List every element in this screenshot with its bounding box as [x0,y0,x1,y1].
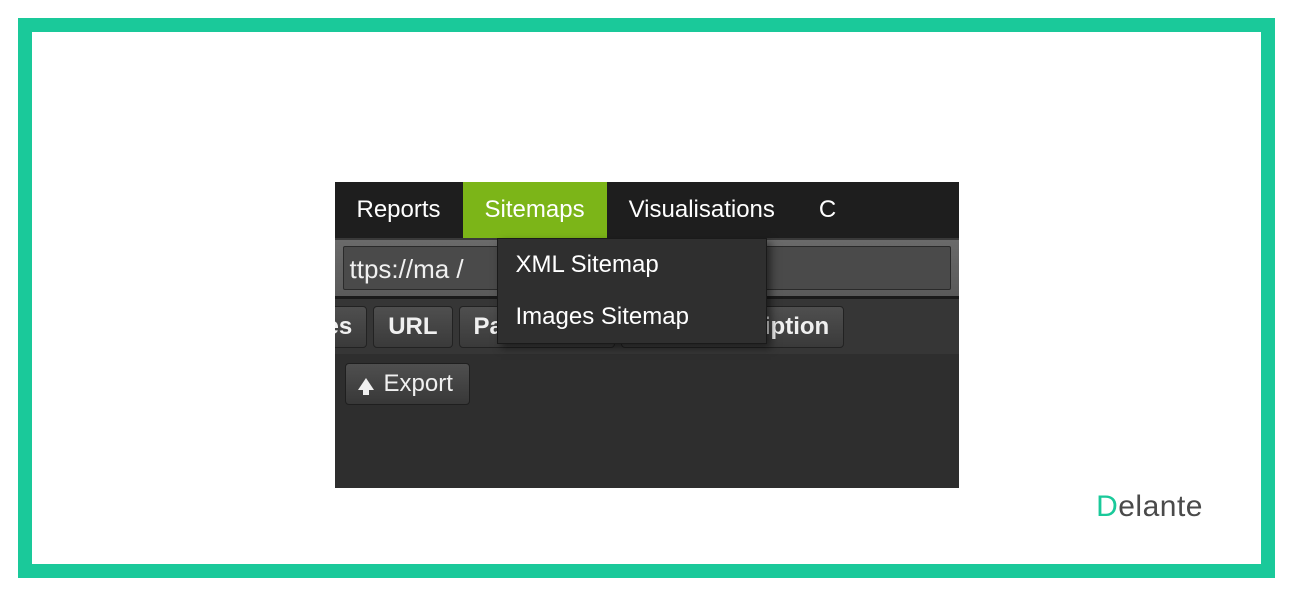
menu-truncated[interactable]: C [797,182,858,238]
export-icon [358,378,374,390]
logo-rest: elante [1118,490,1203,523]
outer-frame: Reports Sitemaps Visualisations C ttps:/… [18,18,1275,578]
tab-partial[interactable]: es [335,306,368,348]
app-screenshot: Reports Sitemaps Visualisations C ttps:/… [335,182,959,488]
dropdown-images-sitemap[interactable]: Images Sitemap [498,291,766,343]
tab-url[interactable]: URL [373,306,452,348]
export-label: Export [384,370,453,398]
menu-bar: Reports Sitemaps Visualisations C [335,182,959,238]
toolbar-row: Export [335,354,959,414]
menu-sitemaps[interactable]: Sitemaps [463,182,607,238]
menu-reports[interactable]: Reports [335,182,463,238]
logo-first-letter: D [1096,490,1118,523]
brand-logo: Delante [1096,490,1203,524]
menu-visualisations[interactable]: Visualisations [607,182,797,238]
sitemaps-dropdown: XML Sitemap Images Sitemap [497,238,767,344]
dropdown-xml-sitemap[interactable]: XML Sitemap [498,239,766,291]
export-button[interactable]: Export [345,363,470,405]
